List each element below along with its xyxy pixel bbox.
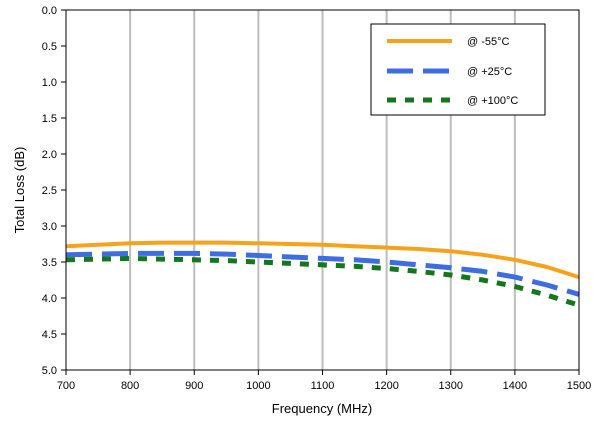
x-tick-label: 1400 (503, 380, 527, 392)
legend-label-plus25: @ +25°C (467, 66, 512, 78)
x-tick-label: 1500 (567, 380, 591, 392)
x-tick-label: 1200 (374, 380, 398, 392)
legend: @ -55°C @ +25°C @ +100°C (370, 23, 546, 116)
grid-lines (129, 10, 516, 370)
x-tick-label: 700 (57, 380, 75, 392)
legend-label-minus55: @ -55°C (467, 36, 510, 48)
x-tick-label: 900 (185, 380, 203, 392)
y-tick-label: 1.5 (42, 113, 57, 125)
y-tick-label: 4.5 (42, 329, 57, 341)
y-tick-label: 3.0 (42, 221, 57, 233)
y-tick-label: 0.5 (42, 41, 57, 53)
series-lines (65, 240, 580, 308)
y-tick-label: 3.5 (42, 257, 57, 269)
x-tick-label: 1300 (439, 380, 463, 392)
x-tick-label: 800 (121, 380, 139, 392)
y-tick-label: 4.0 (42, 293, 57, 305)
series-line-1 (65, 250, 580, 297)
axes: 700 800 900 1000 1100 1200 1300 1400 1500 0.0 0.5 1… (42, 5, 592, 392)
y-tick-label: 1.0 (42, 77, 57, 89)
x-axis-title: Frequency (MHz) (272, 401, 372, 416)
legend-label-plus100: @ +100°C (467, 95, 518, 107)
y-tick-label: 2.5 (42, 185, 57, 197)
y-tick-label: 2.0 (42, 149, 57, 161)
series-line-0 (65, 240, 580, 280)
x-tick-label: 1000 (246, 380, 270, 392)
x-tick-label: 1100 (311, 380, 335, 392)
y-axis-title: Total Loss (dB) (12, 147, 27, 234)
y-tick-label: 0.0 (42, 5, 57, 17)
y-tick-label: 5.0 (42, 365, 57, 377)
series-line-2 (65, 255, 580, 308)
